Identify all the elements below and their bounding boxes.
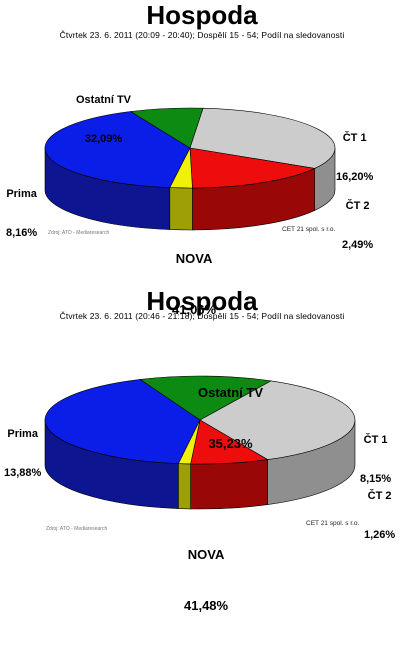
slice-label-name: Ostatní TV [76,94,132,106]
pie-tops [44,375,356,465]
pie-slice-nova [44,111,191,188]
source-note: Zdroj: ATO - Mediaresearch [48,230,110,236]
slice-label-value: 2,49% [342,239,374,251]
chart-title: Hospoda [146,286,258,316]
pie-slice-prima [139,375,273,421]
copyright-note: CET 21 spol. s r.o. [306,520,360,527]
chart-panel-1: Hospoda Čtvrtek 23. 6. 2011 (20:09 - 20:… [0,0,404,317]
pie-slice--t-2 [177,419,201,465]
source-note: Zdroj: ATO - Mediaresearch [46,526,108,532]
pie-sides [44,419,356,510]
slice-label-ct1: ČT 1 16,20% [336,106,373,210]
slice-label-ct1: ČT 1 8,15% [360,408,391,512]
pie-sides [44,147,336,231]
pie-slice--t-2 [169,146,193,189]
slice-label-ct2: ČT 2 1,26% [364,464,395,568]
pie-slice-side [178,463,191,510]
slice-label-prima: Prima 13,88% [4,402,41,506]
pie-chart-1 [44,107,336,231]
slice-label-name: ČT 2 [345,200,370,212]
copyright-note: CET 21 spol. s r.o. [282,226,336,233]
slice-label-ct2: ČT 2 2,49% [342,174,373,278]
pie-slice-ostatn-tv [189,107,336,169]
slice-label-nova: NOVA 41,48% [184,512,228,648]
slice-label-prima: Prima 8,16% [6,162,37,266]
slice-label-ostatni: Ostatní TV 32,09% [76,68,131,172]
pie-chart-2 [44,375,356,510]
slice-label-name: NOVA [187,547,225,562]
pie-slice-ostatn-tv [199,380,356,460]
chart-panel-2: Hospoda Čtvrtek 23. 6. 2011 (20:46 - 21:… [0,280,404,613]
chart-subtitle: Čtvrtek 23. 6. 2011 (20:09 - 20:40); Dos… [59,30,345,40]
slice-label-value: 41,06% [172,302,217,317]
slice-label-value: 16,20% [336,171,374,183]
slice-label-value: 8,15% [360,473,392,485]
slice-label-nova: NOVA 41,06% [172,216,216,352]
slice-label-value: 35,23% [208,436,253,451]
slice-label-ostatni: Ostatní TV 35,23% [198,350,263,486]
slice-label-value: 32,09% [84,133,123,145]
slice-label-name: ČT 1 [363,434,388,446]
slice-label-value: 41,48% [184,598,229,613]
slice-label-value: 1,26% [364,529,396,541]
chart-title: Hospoda [146,0,258,30]
slice-label-name: Prima [7,428,38,440]
slice-label-name: Prima [6,188,37,200]
pie-slice--t-1 [189,147,316,189]
slice-label-name: Ostatní TV [198,385,264,400]
slice-label-name: ČT 2 [367,490,392,502]
slice-label-name: NOVA [175,251,213,266]
chart-subtitle: Čtvrtek 23. 6. 2011 (20:46 - 21:18); Dos… [59,311,345,321]
pie-slice-nova [44,379,201,464]
slice-label-value: 13,88% [4,467,42,479]
slice-label-name: ČT 1 [342,132,367,144]
slice-label-value: 8,16% [6,227,38,239]
pie-tops [44,107,336,189]
